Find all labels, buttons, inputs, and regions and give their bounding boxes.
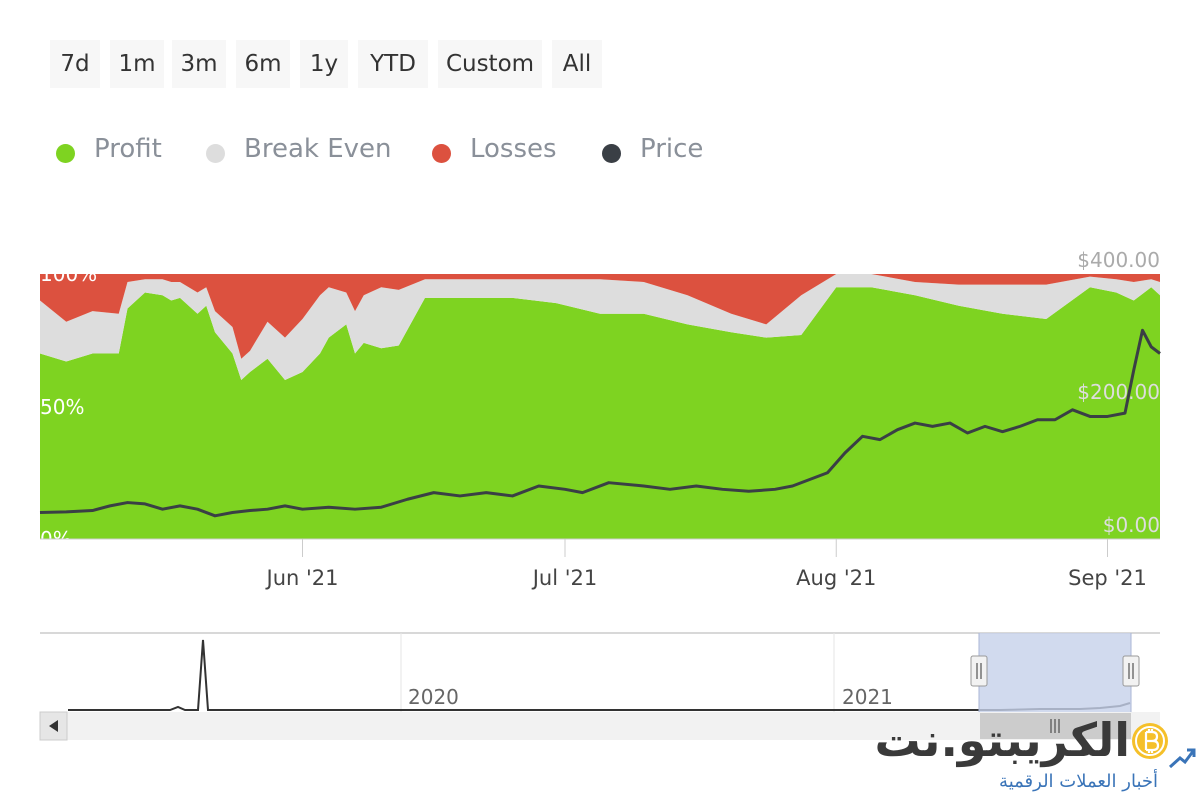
right-axis-tick-0: $0.00: [1103, 513, 1160, 537]
legend-marker-losses: [432, 144, 451, 163]
legend-item-break-even[interactable]: Break Even: [200, 130, 410, 174]
legend-marker-profit: [56, 144, 75, 163]
range-button-all[interactable]: All: [552, 40, 602, 88]
navigator-label-2020: 2020: [408, 685, 459, 709]
legend-item-profit[interactable]: Profit: [50, 130, 180, 174]
watermark-subtitle: أخبار العملات الرقمية: [999, 771, 1158, 792]
range-button-6m[interactable]: 6m: [236, 40, 290, 88]
left-axis-tick-50: 50%: [40, 395, 84, 419]
navigator-handle-right[interactable]: [1122, 655, 1140, 687]
range-button-7d[interactable]: 7d: [50, 40, 100, 88]
x-axis-tick-label: Jul '21: [531, 566, 598, 590]
right-axis-tick-200: $200.00: [1077, 380, 1160, 404]
main-chart: 0% 50% 100% $0.00 $200.00 $400.00 Jun '2…: [39, 248, 1161, 590]
x-axis-tick-label: Aug '21: [796, 566, 876, 590]
legend-label-price: Price: [640, 134, 704, 164]
legend-label-profit: Profit: [94, 134, 162, 164]
navigator-handle-left[interactable]: [970, 655, 988, 687]
x-axis-tick-label: Jun '21: [265, 566, 339, 590]
legend-label-break-even: Break Even: [244, 134, 392, 164]
range-button-1m[interactable]: 1m: [110, 40, 164, 88]
legend-label-losses: Losses: [470, 134, 557, 164]
navigator-label-2021: 2021: [842, 685, 893, 709]
left-axis-tick-100: 100%: [40, 262, 97, 286]
price-line: [39, 328, 1161, 518]
watermark-logo: الكريبتو.نت أخبار العملات الرقمية: [870, 705, 1200, 800]
range-button-custom[interactable]: Custom: [438, 40, 542, 88]
area-series-break-even: [40, 274, 1160, 380]
bitcoin-icon: [1132, 723, 1168, 759]
legend-item-price[interactable]: Price: [596, 130, 726, 174]
range-button-3m[interactable]: 3m: [172, 40, 226, 88]
x-axis: Jun '21 Jul '21 Aug '21 Sep '21: [265, 539, 1147, 590]
area-series-profit: [40, 287, 1160, 539]
legend-item-losses[interactable]: Losses: [426, 130, 576, 174]
range-button-ytd[interactable]: YTD: [358, 40, 428, 88]
range-button-1y[interactable]: 1y: [300, 40, 348, 88]
x-axis-tick-label: Sep '21: [1068, 566, 1147, 590]
legend-marker-price: [602, 144, 621, 163]
navigator: 2020 2021: [39, 632, 1160, 741]
navigator-scrollbar[interactable]: [39, 711, 1160, 741]
scroll-left-arrow-icon[interactable]: [49, 720, 58, 732]
stacked-area-group: [39, 274, 1161, 539]
right-axis: $0.00 $200.00 $400.00: [1077, 248, 1160, 537]
watermark-title: الكريبتو.نت: [874, 713, 1130, 767]
navigator-selection-mask[interactable]: [979, 633, 1131, 712]
trend-arrow-icon: [1168, 748, 1196, 769]
right-axis-tick-400: $400.00: [1077, 248, 1160, 272]
legend-marker-break-even: [206, 144, 225, 163]
